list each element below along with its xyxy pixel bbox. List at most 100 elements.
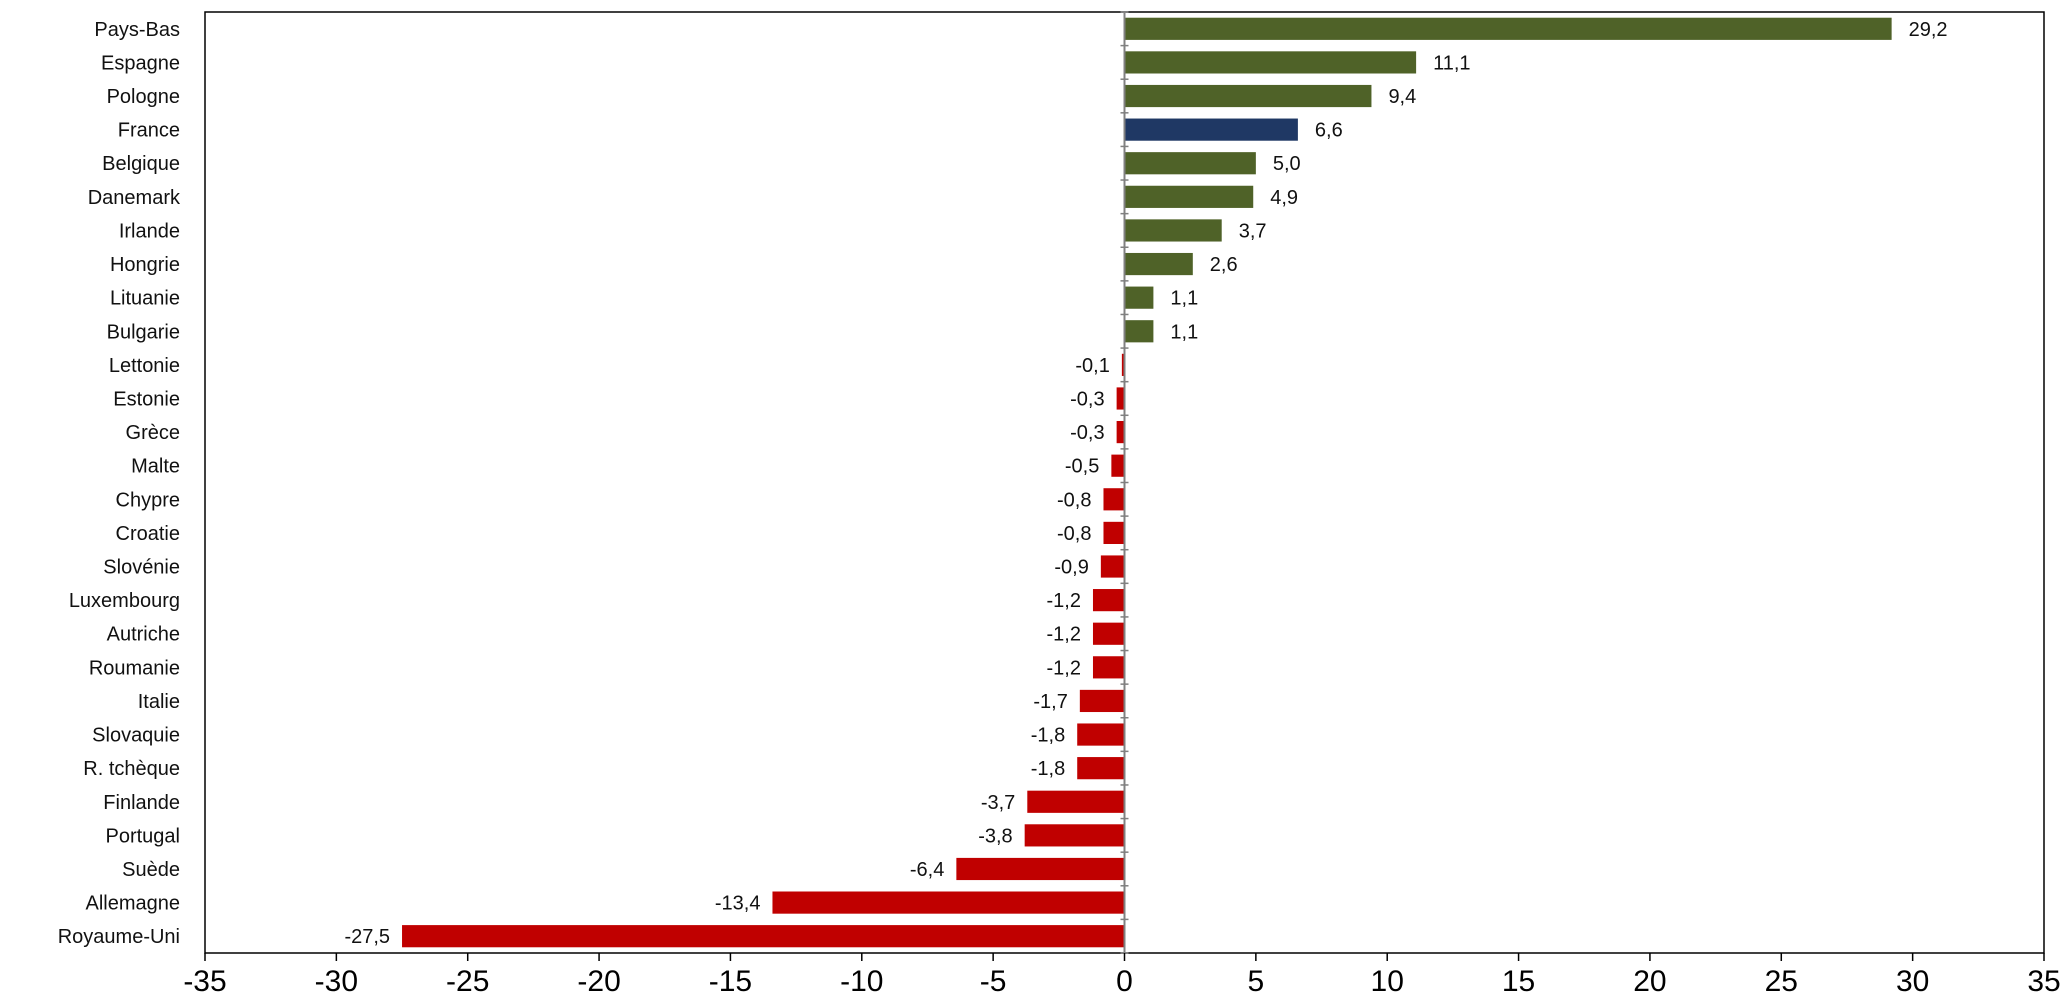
- value-label-0: 29,2: [1909, 19, 1948, 41]
- value-label-27: -27,5: [344, 926, 390, 948]
- value-label-20: -1,7: [1033, 691, 1067, 713]
- bar-12: [1116, 420, 1125, 444]
- category-label-10: Lettonie: [109, 355, 180, 377]
- category-label-20: Italie: [138, 691, 180, 713]
- bar-9: [1124, 320, 1154, 343]
- x-tick-label-14: 35: [2027, 965, 2060, 998]
- bar-24: [1024, 824, 1125, 847]
- category-label-1: Espagne: [101, 52, 180, 74]
- category-label-7: Hongrie: [110, 254, 180, 276]
- category-label-21: Slovaquie: [92, 725, 180, 747]
- bar-3: [1124, 118, 1298, 141]
- value-label-17: -1,2: [1047, 590, 1081, 612]
- bar-10: [1121, 353, 1125, 376]
- category-label-11: Estonie: [113, 388, 180, 410]
- bar-15: [1103, 521, 1125, 545]
- bar-27: [402, 925, 1125, 948]
- category-label-17: Luxembourg: [69, 590, 180, 612]
- x-tick-label-12: 25: [1765, 965, 1798, 998]
- x-tick-label-8: 5: [1248, 965, 1265, 998]
- category-label-12: Grèce: [126, 422, 180, 444]
- category-label-14: Chypre: [116, 489, 180, 511]
- bar-22: [1077, 757, 1125, 780]
- category-label-16: Slovénie: [103, 557, 180, 579]
- bar-7: [1124, 252, 1193, 276]
- x-tick-label-1: -30: [315, 965, 358, 998]
- value-label-10: -0,1: [1075, 355, 1109, 377]
- value-label-19: -1,2: [1047, 657, 1081, 679]
- category-label-9: Bulgarie: [107, 321, 180, 343]
- value-label-15: -0,8: [1057, 523, 1091, 545]
- bar-5: [1124, 185, 1254, 208]
- value-label-4: 5,0: [1273, 153, 1301, 175]
- category-label-27: Royaume-Uni: [58, 926, 180, 948]
- x-tick-label-11: 20: [1633, 965, 1666, 998]
- category-label-24: Portugal: [106, 825, 181, 847]
- bar-8: [1124, 286, 1154, 309]
- value-label-5: 4,9: [1270, 187, 1298, 209]
- value-label-2: 9,4: [1388, 86, 1416, 108]
- bar-25: [956, 857, 1125, 881]
- category-label-18: Autriche: [107, 624, 180, 646]
- value-label-9: 1,1: [1170, 321, 1198, 343]
- value-label-12: -0,3: [1070, 422, 1104, 444]
- category-label-25: Suède: [122, 859, 180, 881]
- category-label-26: Allemagne: [85, 893, 180, 915]
- value-label-18: -1,2: [1047, 624, 1081, 646]
- bar-19: [1092, 656, 1125, 679]
- x-tick-label-13: 30: [1896, 965, 1929, 998]
- value-label-16: -0,9: [1054, 557, 1088, 579]
- x-tick-label-6: -5: [980, 965, 1007, 998]
- x-tick-label-2: -25: [446, 965, 489, 998]
- category-label-23: Finlande: [103, 792, 180, 814]
- bar-18: [1092, 622, 1125, 645]
- bar-0: [1124, 17, 1892, 40]
- category-label-6: Irlande: [119, 220, 180, 242]
- x-tick-label-7: 0: [1116, 965, 1133, 998]
- value-label-13: -0,5: [1065, 456, 1099, 478]
- value-label-14: -0,8: [1057, 489, 1091, 511]
- bar-26: [772, 891, 1125, 914]
- bar-14: [1103, 488, 1125, 511]
- x-tick-label-10: 15: [1502, 965, 1535, 998]
- bar-1: [1124, 51, 1417, 74]
- bar-11: [1116, 387, 1125, 410]
- bar-13: [1111, 454, 1125, 477]
- bar-16: [1100, 555, 1125, 578]
- category-label-8: Lituanie: [110, 288, 180, 310]
- category-label-4: Belgique: [102, 153, 180, 175]
- value-label-11: -0,3: [1070, 388, 1104, 410]
- bar-23: [1027, 790, 1125, 813]
- category-label-3: France: [118, 120, 180, 142]
- category-label-19: Roumanie: [89, 657, 180, 679]
- value-label-3: 6,6: [1315, 120, 1343, 142]
- category-label-5: Danemark: [88, 187, 181, 209]
- x-tick-label-9: 10: [1371, 965, 1404, 998]
- value-label-6: 3,7: [1239, 220, 1267, 242]
- bar-2: [1124, 84, 1372, 108]
- bar-4: [1124, 152, 1256, 175]
- value-label-8: 1,1: [1170, 288, 1198, 310]
- category-label-13: Malte: [131, 456, 180, 478]
- bar-20: [1079, 689, 1125, 713]
- bar-17: [1092, 589, 1125, 612]
- value-label-26: -13,4: [715, 893, 761, 915]
- x-tick-label-4: -15: [709, 965, 752, 998]
- value-label-7: 2,6: [1210, 254, 1238, 276]
- value-label-25: -6,4: [910, 859, 944, 881]
- value-label-23: -3,7: [981, 792, 1015, 814]
- bar-21: [1077, 723, 1125, 746]
- value-label-21: -1,8: [1031, 725, 1065, 747]
- category-label-0: Pays-Bas: [94, 19, 180, 41]
- value-label-1: 11,1: [1433, 52, 1470, 74]
- value-label-24: -3,8: [978, 825, 1012, 847]
- value-label-22: -1,8: [1031, 758, 1065, 780]
- category-label-2: Pologne: [107, 86, 180, 108]
- bar-6: [1124, 219, 1222, 242]
- x-tick-label-5: -10: [840, 965, 883, 998]
- category-label-15: Croatie: [116, 523, 180, 545]
- x-tick-label-3: -20: [577, 965, 620, 998]
- x-tick-label-0: -35: [183, 965, 226, 998]
